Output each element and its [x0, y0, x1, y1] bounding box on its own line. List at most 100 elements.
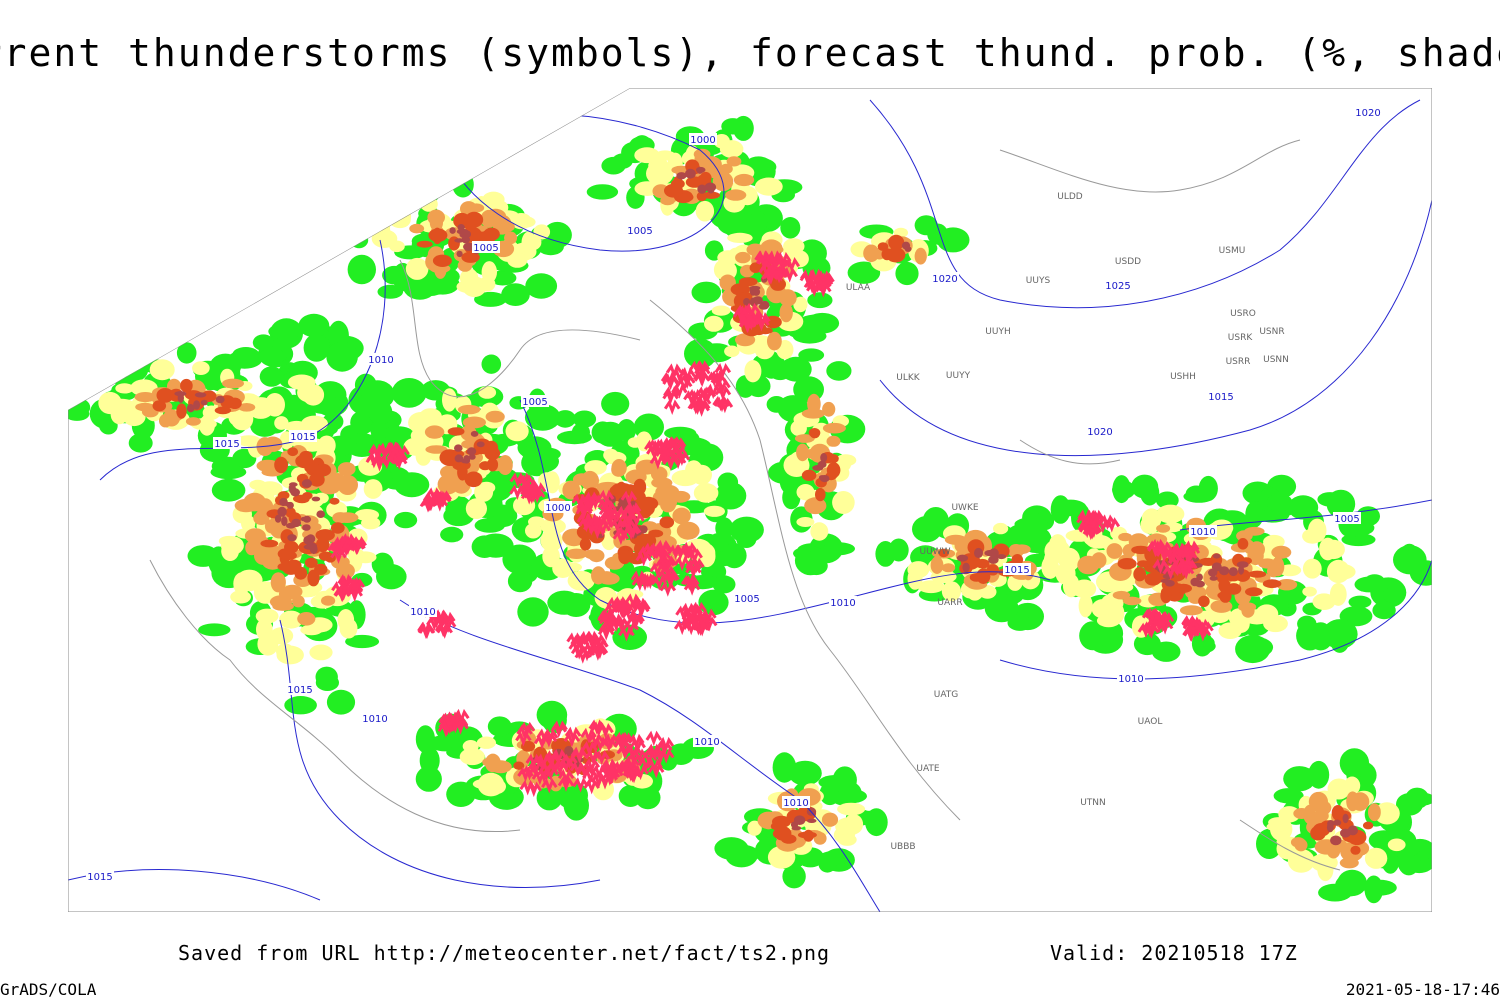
shade-cell	[749, 262, 762, 274]
shade-cell	[1354, 576, 1384, 593]
shade-cell	[1330, 835, 1342, 846]
isobar-label: 1010	[830, 598, 855, 609]
shade-cell	[299, 450, 313, 463]
shade-cell	[1054, 499, 1087, 517]
shade-cell	[819, 782, 841, 806]
shade-cell	[294, 494, 310, 504]
storm-symbol	[543, 752, 560, 768]
shade-cell	[405, 257, 429, 280]
storm-symbol	[588, 515, 605, 531]
storm-symbol	[693, 371, 711, 388]
shade-cell	[783, 238, 805, 255]
shade-cell	[238, 403, 256, 412]
shade-cell	[895, 261, 919, 286]
shade-cell	[996, 554, 1007, 560]
isobar-label-box	[1333, 512, 1361, 524]
isobar-label-box	[213, 437, 241, 449]
shade-cell	[279, 497, 288, 507]
isobar-label-box	[931, 272, 959, 284]
shade-cell	[1014, 517, 1048, 532]
shade-cell	[719, 163, 733, 174]
shade-cell	[318, 551, 334, 561]
shade-cell	[468, 454, 476, 460]
isobar-label: 1020	[1087, 427, 1112, 438]
shade-cell	[218, 535, 240, 547]
shade-cell	[287, 447, 299, 457]
isobar-label: 1015	[287, 685, 312, 696]
isobar-label-box	[829, 596, 857, 608]
shade-cell	[1137, 560, 1150, 568]
shade-cell	[1405, 787, 1429, 809]
isobar-label: 1010	[694, 737, 719, 748]
shade-cell	[638, 533, 657, 548]
station-label: USMU	[1219, 246, 1246, 256]
shade-cell	[780, 356, 812, 382]
shade-cell	[1333, 819, 1342, 826]
storm-symbol	[571, 748, 588, 764]
shade-cell	[185, 417, 201, 426]
shade-cell	[735, 251, 751, 264]
storm-symbol	[625, 767, 643, 784]
isobar-label: 1005	[627, 226, 652, 237]
shade-cell	[1156, 504, 1185, 524]
storm-symbol	[1183, 543, 1201, 560]
shade-cell	[1140, 515, 1160, 535]
shade-cell	[693, 148, 711, 160]
shade-cell	[439, 166, 464, 186]
shade-cell	[1312, 593, 1336, 610]
storm-symbol	[665, 436, 683, 452]
storm-symbol	[607, 766, 624, 782]
shade-cell	[354, 373, 377, 397]
shade-cell	[1302, 528, 1323, 544]
isobar-label-box	[472, 241, 500, 253]
shade-cell	[1348, 595, 1372, 609]
shade-cell	[194, 392, 207, 398]
shade-cell	[507, 252, 528, 268]
shade-cell	[276, 643, 294, 660]
storm-symbol	[629, 738, 646, 754]
shade-cell	[711, 305, 731, 316]
storm-symbol	[589, 523, 606, 540]
shade-cell	[542, 545, 560, 568]
storm-symbol	[768, 265, 786, 281]
shade-cell	[245, 540, 259, 556]
shade-cell	[415, 725, 435, 753]
storm-symbol	[517, 482, 535, 499]
shade-cell	[280, 551, 297, 561]
shade-cell	[481, 354, 502, 374]
storm-symbol	[569, 761, 587, 777]
shade-cell	[341, 192, 370, 223]
storm-symbol	[653, 547, 671, 564]
storm-symbol	[1152, 558, 1169, 575]
storm-symbol	[649, 562, 666, 578]
shade-cell	[794, 434, 815, 443]
shade-cell	[285, 507, 296, 518]
storm-symbol	[509, 472, 527, 488]
storm-symbol	[1087, 512, 1105, 528]
shade-cell	[1228, 567, 1238, 577]
storm-symbol	[712, 395, 729, 412]
storm-symbol	[568, 639, 585, 656]
shade-cell	[803, 550, 827, 575]
storm-symbol	[647, 438, 664, 455]
shade-cell	[1302, 586, 1317, 597]
storm-symbol	[650, 575, 668, 591]
storm-symbol	[671, 383, 688, 399]
shade-cell	[487, 716, 512, 737]
shade-cell	[1266, 565, 1280, 578]
shade-cell	[1209, 576, 1218, 581]
isobar-label: 1010	[368, 355, 393, 366]
shade-cell	[1219, 566, 1230, 576]
shade-cell	[567, 570, 595, 591]
shade-cell	[1112, 590, 1131, 600]
shade-cell	[257, 632, 279, 656]
shade-cell	[914, 247, 927, 265]
station-label: ULAA	[846, 283, 871, 293]
shade-cell	[725, 189, 747, 201]
shade-cell	[415, 766, 442, 792]
shade-cell	[989, 548, 999, 558]
shade-cell	[835, 454, 857, 467]
storm-symbol	[685, 563, 702, 579]
storm-symbol	[333, 586, 350, 602]
shade-cell	[817, 460, 827, 469]
